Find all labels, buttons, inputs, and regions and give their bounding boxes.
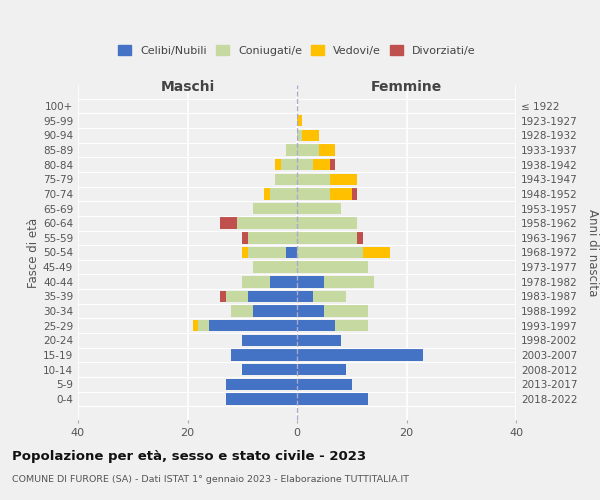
Bar bbox=[248, 232, 297, 243]
Bar bbox=[242, 276, 269, 287]
Bar bbox=[319, 144, 335, 156]
Bar bbox=[226, 394, 297, 405]
Bar bbox=[330, 174, 357, 185]
Bar bbox=[220, 218, 237, 229]
Bar bbox=[237, 218, 297, 229]
Text: Maschi: Maschi bbox=[160, 80, 215, 94]
Text: Femmine: Femmine bbox=[371, 80, 442, 94]
Bar bbox=[275, 174, 297, 185]
Bar bbox=[242, 334, 297, 346]
Bar bbox=[226, 291, 248, 302]
Bar bbox=[330, 188, 352, 200]
Bar bbox=[313, 291, 346, 302]
Bar bbox=[269, 188, 297, 200]
Bar bbox=[297, 364, 346, 376]
Bar bbox=[297, 306, 325, 317]
Bar bbox=[199, 320, 209, 332]
Bar bbox=[297, 174, 330, 185]
Bar bbox=[330, 159, 335, 170]
Bar bbox=[302, 130, 319, 141]
Bar bbox=[242, 247, 248, 258]
Bar bbox=[297, 262, 368, 273]
Bar bbox=[313, 159, 330, 170]
Bar bbox=[275, 159, 281, 170]
Bar bbox=[248, 247, 286, 258]
Legend: Celibi/Nubili, Coniugati/e, Vedovi/e, Divorziati/e: Celibi/Nubili, Coniugati/e, Vedovi/e, Di… bbox=[114, 40, 480, 60]
Bar bbox=[325, 276, 374, 287]
Bar bbox=[325, 306, 368, 317]
Bar bbox=[357, 232, 363, 243]
Bar bbox=[297, 350, 423, 361]
Bar bbox=[297, 232, 357, 243]
Bar bbox=[226, 378, 297, 390]
Bar bbox=[220, 291, 226, 302]
Bar bbox=[286, 144, 297, 156]
Bar bbox=[362, 247, 390, 258]
Bar bbox=[297, 291, 313, 302]
Bar bbox=[242, 364, 297, 376]
Bar bbox=[281, 159, 297, 170]
Bar bbox=[297, 203, 341, 214]
Text: COMUNE DI FURORE (SA) - Dati ISTAT 1° gennaio 2023 - Elaborazione TUTTITALIA.IT: COMUNE DI FURORE (SA) - Dati ISTAT 1° ge… bbox=[12, 475, 409, 484]
Bar bbox=[335, 320, 368, 332]
Bar bbox=[297, 218, 357, 229]
Bar bbox=[269, 276, 297, 287]
Bar bbox=[297, 276, 325, 287]
Bar bbox=[232, 306, 253, 317]
Bar bbox=[297, 115, 302, 126]
Bar bbox=[209, 320, 297, 332]
Bar bbox=[297, 188, 330, 200]
Bar bbox=[297, 130, 302, 141]
Bar bbox=[297, 320, 335, 332]
Bar bbox=[193, 320, 199, 332]
Bar bbox=[297, 378, 352, 390]
Bar bbox=[297, 247, 362, 258]
Bar bbox=[248, 291, 297, 302]
Bar bbox=[297, 334, 341, 346]
Bar bbox=[253, 306, 297, 317]
Bar bbox=[253, 203, 297, 214]
Text: Popolazione per età, sesso e stato civile - 2023: Popolazione per età, sesso e stato civil… bbox=[12, 450, 366, 463]
Y-axis label: Anni di nascita: Anni di nascita bbox=[586, 209, 599, 296]
Y-axis label: Fasce di età: Fasce di età bbox=[27, 218, 40, 288]
Bar bbox=[297, 144, 319, 156]
Bar bbox=[286, 247, 297, 258]
Bar bbox=[232, 350, 297, 361]
Bar bbox=[264, 188, 269, 200]
Bar bbox=[297, 159, 313, 170]
Bar bbox=[352, 188, 357, 200]
Bar bbox=[253, 262, 297, 273]
Bar bbox=[242, 232, 248, 243]
Bar bbox=[297, 394, 368, 405]
